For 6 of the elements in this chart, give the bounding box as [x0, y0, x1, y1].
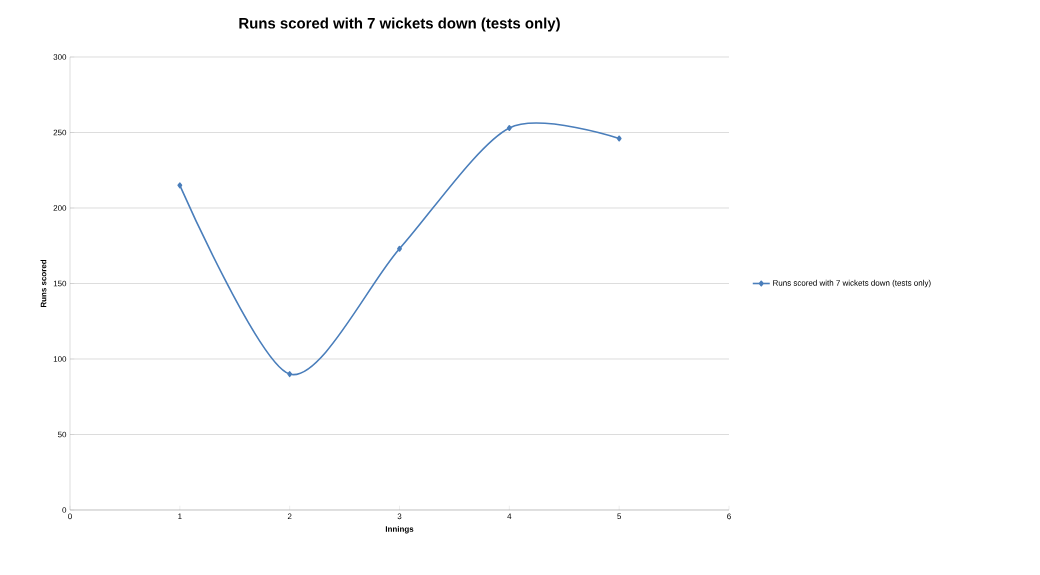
point — [506, 124, 512, 131]
point — [397, 245, 402, 252]
chart-title: Runs scored with 7 wickets down (tests only) — [239, 17, 560, 32]
point — [287, 371, 293, 378]
point — [616, 135, 622, 142]
point — [177, 182, 183, 189]
